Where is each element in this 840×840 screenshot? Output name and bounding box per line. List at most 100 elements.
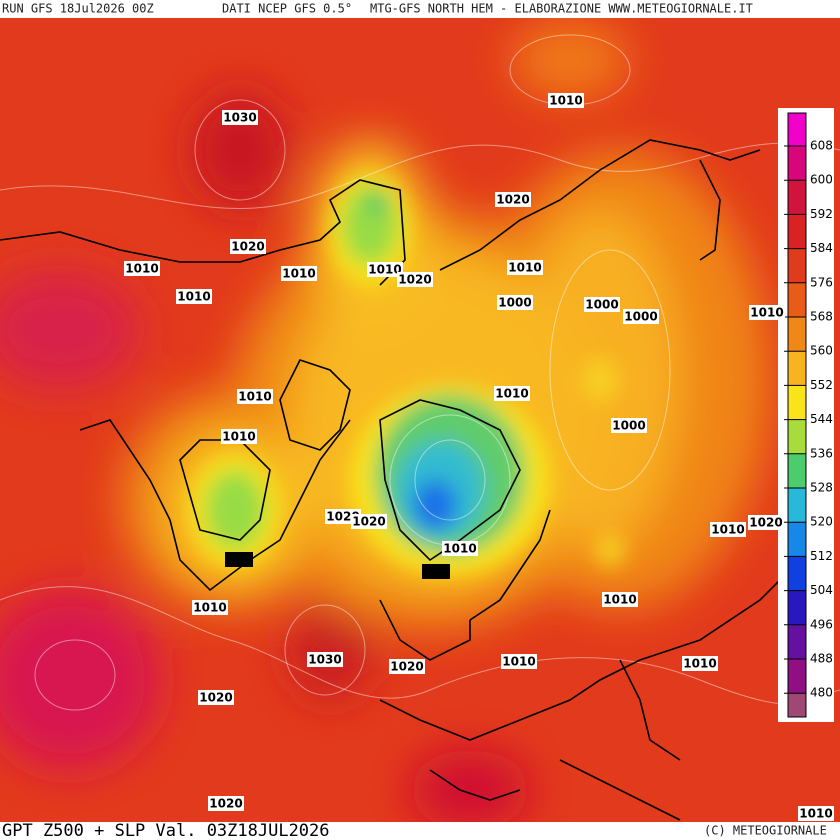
- legend-box: [787, 350, 807, 386]
- isobar-label-text: 1030: [308, 653, 341, 667]
- isobar-label: 1000: [497, 295, 533, 310]
- legend-label: 568: [810, 310, 833, 324]
- isobar-label: 1020: [397, 272, 433, 287]
- isobar-label-bg: [494, 386, 530, 401]
- isobar-label-bg: [237, 389, 273, 404]
- legend-box: [787, 487, 807, 523]
- isobar-label-bg: [710, 522, 746, 537]
- isobar-label: 1010: [221, 429, 257, 444]
- isobar-label: 1010: [281, 266, 317, 281]
- contour-label-text: 552: [226, 553, 251, 567]
- isobar-label-bg: [611, 418, 647, 433]
- legend-label: 504: [810, 583, 833, 597]
- isobar-label: 1010: [548, 93, 584, 108]
- isobar-label: 1020: [495, 192, 531, 207]
- isobar-label-text: 1020: [199, 691, 232, 705]
- legend-box: [787, 453, 807, 489]
- isobar-label-text: 1010: [443, 542, 476, 556]
- legend-label: 496: [810, 617, 833, 631]
- legend-label: 480: [810, 686, 833, 700]
- isobar-label-text: 1020: [231, 240, 264, 254]
- isobar-label: 1010: [710, 522, 746, 537]
- isobar-label-bg: [507, 260, 543, 275]
- isobar-label-bg: [623, 309, 659, 324]
- contour-label-text: 552: [423, 565, 448, 579]
- legend-label: 592: [810, 207, 833, 221]
- legend-label: 576: [810, 275, 833, 289]
- contour-label: 552: [422, 564, 450, 579]
- isobar-label-bg: [442, 541, 478, 556]
- isobar-label-text: 1010: [750, 306, 783, 320]
- isobar-label-text: 1010: [683, 657, 716, 671]
- isobar-label-bg: [351, 514, 387, 529]
- legend-box: [787, 248, 807, 284]
- legend-box: [787, 419, 807, 455]
- contour-label-bg: [225, 552, 253, 567]
- source-label: DATI NCEP GFS 0.5°: [222, 2, 352, 16]
- legend-box: [787, 282, 807, 318]
- legend-box: [787, 316, 807, 352]
- isobar-label-text: 1010: [193, 601, 226, 615]
- isobar-label-bg: [222, 110, 258, 125]
- isobar-label-text: 1010: [238, 390, 271, 404]
- isobar-label-text: 1010: [508, 261, 541, 275]
- isobar-label-bg: [749, 305, 785, 320]
- header-bar: [0, 0, 840, 18]
- copyright: (C) METEOGIORNALE: [704, 824, 827, 838]
- isobar-label: 1020: [389, 659, 425, 674]
- isobar-label: 1020: [351, 514, 387, 529]
- isobar-label: 1010: [237, 389, 273, 404]
- isobar-label: 1010: [602, 592, 638, 607]
- isobar-label: 1010: [494, 386, 530, 401]
- isobar-label: 1010: [124, 261, 160, 276]
- isobar-label-bg: [208, 796, 244, 811]
- legend-label: 560: [810, 344, 833, 358]
- isobar-label-text: 1010: [502, 655, 535, 669]
- isobar-label: 1010: [798, 806, 834, 821]
- isobar-label-text: 1020: [496, 193, 529, 207]
- isobar-label: 1010: [749, 305, 785, 320]
- legend-label: 544: [810, 412, 833, 426]
- isobar-label-bg: [602, 592, 638, 607]
- run-label: RUN GFS 18Jul2026 00Z: [2, 2, 154, 16]
- isobar-label-bg: [281, 266, 317, 281]
- footer-title: GPT Z500 + SLP Val. 03Z18JUL2026: [2, 821, 330, 840]
- isobar-label-text: 1010: [711, 523, 744, 537]
- isobar-label-text: 1030: [223, 111, 256, 125]
- legend-box: [787, 624, 807, 660]
- legend-box: [787, 145, 807, 181]
- isobar-label-bg: [584, 297, 620, 312]
- credit-label: MTG-GFS NORTH HEM - ELABORAZIONE WWW.MET…: [370, 2, 753, 16]
- isobar-label-text: 1000: [624, 310, 657, 324]
- legend-box: [787, 179, 807, 215]
- isobar-label-text: 1020: [749, 516, 782, 530]
- isobar-label-text: 1000: [585, 298, 618, 312]
- legend-label: 512: [810, 549, 833, 563]
- isobar-label-bg: [798, 806, 834, 821]
- isobar-label-bg: [497, 295, 533, 310]
- isobar-label: 1000: [623, 309, 659, 324]
- isobar-label-text: 1010: [603, 593, 636, 607]
- legend-box: [787, 590, 807, 626]
- isobar-label-bg: [221, 429, 257, 444]
- legend-label: 584: [810, 241, 833, 255]
- isobar-label-bg: [682, 656, 718, 671]
- isobar-label-text: 1010: [177, 290, 210, 304]
- isobar-label: 1010: [367, 262, 403, 277]
- isobar-label-text: 1020: [352, 515, 385, 529]
- isobar-label-bg: [307, 652, 343, 667]
- isobar-label-bg: [748, 515, 784, 530]
- legend-box: [787, 214, 807, 249]
- legend-label: 488: [810, 652, 833, 666]
- isobar-label: 1010: [176, 289, 212, 304]
- isobar-label-text: 1010: [495, 387, 528, 401]
- isobar-label-text: 1020: [390, 660, 423, 674]
- isobar-label: 1010: [192, 600, 228, 615]
- isobar-label: 1000: [611, 418, 647, 433]
- isobar-label-bg: [176, 289, 212, 304]
- isobar-label: 1020: [748, 515, 784, 530]
- legend-box: [787, 692, 807, 718]
- isobar-label-bg: [192, 600, 228, 615]
- legend-label: 608: [810, 139, 833, 153]
